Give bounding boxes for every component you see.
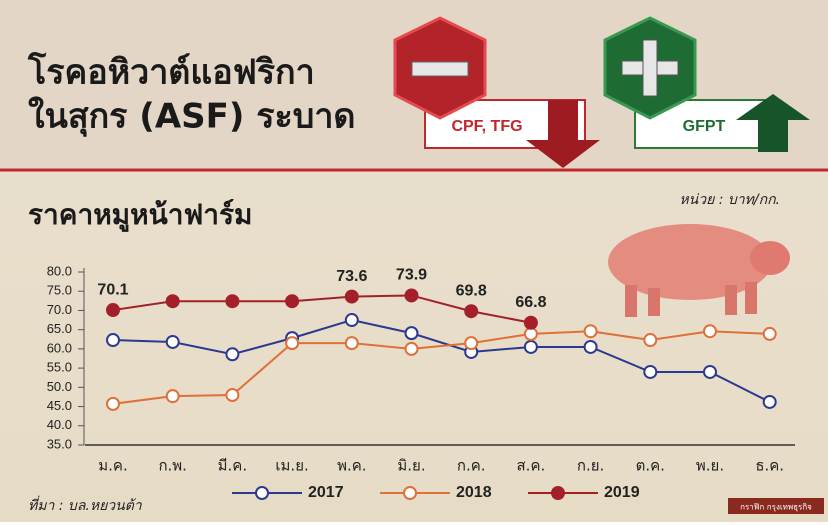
series-line: [112, 319, 771, 403]
data-label: 70.1: [97, 281, 128, 298]
legend-marker: [551, 486, 565, 500]
data-point: [762, 394, 777, 409]
data-point: [404, 341, 419, 356]
data-point: [285, 294, 300, 309]
x-tick-label: มี.ค.: [218, 457, 247, 475]
pig-head: [750, 241, 790, 275]
pig-leg: [725, 285, 737, 315]
data-point: [643, 364, 658, 379]
x-tick-label: เม.ย.: [275, 457, 308, 475]
plus-icon: [642, 39, 658, 97]
pig-illustration: [608, 224, 790, 317]
data-point: [106, 303, 120, 318]
data-label: 73.6: [336, 268, 367, 285]
x-tick-label: ก.ค.: [457, 457, 486, 475]
up-arrow: [736, 94, 810, 152]
legend-label: 2019: [604, 484, 640, 501]
y-tick-label: 45.0: [47, 398, 72, 413]
x-tick-label: ธ.ค.: [755, 457, 784, 475]
data-point: [404, 288, 419, 303]
down-arrow: [526, 100, 600, 168]
pig-body: [608, 224, 772, 300]
data-point: [344, 336, 359, 351]
legend-label: 2018: [456, 484, 492, 501]
x-tick-label: ส.ค.: [517, 457, 546, 475]
data-point: [703, 364, 717, 379]
x-tick-label: ม.ค.: [98, 457, 127, 475]
data-point: [165, 294, 180, 309]
legend-marker: [403, 486, 417, 500]
x-tick-label: ก.พ.: [158, 457, 187, 475]
series-line: [112, 330, 770, 405]
data-point: [106, 396, 120, 411]
y-tick-label: 60.0: [47, 340, 72, 355]
y-tick-label: 75.0: [47, 283, 72, 298]
y-tick-label: 55.0: [47, 360, 72, 375]
y-tick-label: 50.0: [47, 379, 72, 394]
data-point: [583, 324, 598, 339]
credit-box: [728, 498, 824, 514]
data-label: 69.8: [456, 282, 487, 299]
data-point: [225, 388, 240, 403]
chart-title: ราคาหมูหน้าฟาร์ม: [28, 198, 253, 232]
header-title: โรคอหิวาต์แอฟริกา: [27, 52, 315, 93]
data-point: [464, 304, 479, 319]
data-point: [523, 315, 538, 330]
pig-leg: [648, 288, 660, 316]
unit-label: หน่วย : บาท/กก.: [679, 192, 780, 208]
credit: กราฟิก กรุงเทพธุรกิจ: [740, 503, 812, 512]
badge-label: CPF, TFG: [451, 118, 522, 135]
data-label: 73.9: [396, 267, 427, 284]
data-point: [165, 334, 180, 349]
y-tick-label: 80.0: [47, 263, 72, 278]
data-point: [464, 336, 479, 351]
data-point: [225, 294, 240, 309]
positive-badge: GFPT: [603, 16, 810, 152]
source: ที่มา : บล.หยวนต้า: [28, 495, 143, 514]
x-tick-label: มิ.ย.: [397, 457, 425, 475]
data-point: [344, 289, 359, 304]
data-point: [165, 389, 180, 404]
data-point: [643, 333, 658, 348]
y-tick-label: 65.0: [47, 321, 72, 336]
y-tick-label: 40.0: [47, 417, 72, 432]
x-tick-label: พ.ค.: [337, 457, 366, 475]
legend-label: 2017: [308, 484, 344, 501]
data-point: [285, 336, 300, 351]
data-point: [344, 313, 359, 328]
data-point: [404, 326, 419, 341]
data-point: [225, 347, 240, 362]
badge-label: GFPT: [683, 118, 726, 135]
data-point: [106, 333, 120, 348]
y-tick-label: 70.0: [47, 302, 72, 317]
data-label: 66.8: [515, 294, 546, 311]
y-tick-label: 35.0: [47, 436, 72, 451]
data-point: [523, 339, 538, 354]
plot: 35.0 40.0 45.0 50.0 55.0 60.0 65.0 70.0 75.0 80.0…: [47, 263, 795, 501]
minus-icon: [411, 61, 469, 77]
data-point: [703, 324, 717, 339]
negative-badge: CPF, TFG: [393, 16, 600, 168]
pig-leg: [625, 285, 637, 317]
data-point: [762, 326, 777, 341]
x-tick-label: ต.ค.: [636, 457, 665, 475]
header-title: ในสุกร (ASF) ระบาด: [28, 96, 356, 138]
x-tick-label: ก.ย.: [577, 457, 604, 475]
data-point: [583, 339, 598, 354]
legend-marker: [255, 486, 269, 500]
pig-leg: [745, 282, 757, 314]
series-line: [112, 294, 532, 324]
x-tick-label: พ.ย.: [696, 457, 724, 475]
